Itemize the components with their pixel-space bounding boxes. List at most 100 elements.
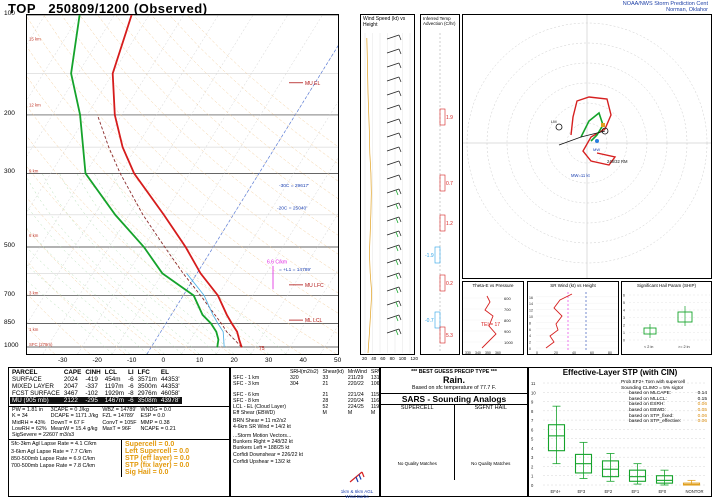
parcel-table: PARCEL CAPE CINH LCL LI LFC EL SURFACE 20… [10, 369, 182, 404]
dewpoint-point [210, 322, 212, 325]
hgz-top-label: -30C = 29617' [279, 183, 309, 189]
stp-prob-row: based on MLCAPE: 0.14 [621, 391, 707, 397]
moist-adiabat [0, 255, 113, 355]
table-cell: 21 [322, 392, 329, 398]
sr-wind-4-6km: 4-6km SR Wind = 14/2 kt [233, 424, 291, 431]
lapse-label: 6.6 C/km [267, 259, 287, 265]
stp-prob-line2: Sounding CLIMO = 5% sigtor [621, 385, 684, 391]
storm-motion-marker [601, 127, 609, 135]
parcel-header-row: PARCEL CAPE CINH LCL LI LFC EL [10, 369, 182, 376]
parcel-header: CAPE [63, 369, 82, 376]
wind-barb-flag [395, 329, 399, 336]
wind-barb [386, 160, 400, 166]
hodo-trace-upper [570, 96, 617, 166]
mu-lfc-label: MU LFC [305, 283, 324, 289]
wind-barb-flag [398, 160, 402, 167]
table-cell: SFC - 6 km [233, 392, 260, 398]
wind-barb [386, 174, 400, 180]
table-cell: 220/22 [347, 381, 364, 387]
stp-eff-value: STP (eff layer) = 0.0 [125, 455, 190, 463]
stp-prob-label: based on ESRH: [629, 402, 665, 408]
temperature-point [231, 322, 233, 325]
storm-motion-header: ...Storm Motion Vectors... [233, 432, 292, 439]
srw-tick-y: 4 [529, 334, 531, 338]
wind-barb [386, 258, 400, 264]
table-row: Eff Shear (EBWD) M M M [231, 410, 389, 416]
dry-adiabat [0, 130, 231, 355]
kin-header: SRH(m2/s2) [289, 369, 319, 375]
table-row: SFC - 8 km 28 220/24 116/16 [231, 398, 389, 404]
table-cell: K = 34 [12, 413, 28, 420]
table-row: SFC - 6 km 21 221/24 115/15 [231, 392, 389, 398]
temperature-point [226, 314, 228, 316]
adv-bar [439, 214, 446, 232]
advection-title: Inferred Temp Advection (C/hr) [423, 16, 456, 26]
dry-adiabat [7, 14, 372, 355]
adv-bar [439, 108, 446, 126]
stp-prob-value: 0.05 [697, 407, 707, 413]
table-cell: SigSevere = 22607 m3/s3 [12, 432, 75, 439]
pressure-tick: 850 [4, 318, 15, 326]
table-cell: 44353' [160, 383, 180, 390]
wind-barb [386, 286, 400, 292]
wind-barb-flag [395, 217, 399, 224]
ship-tick: 6 [623, 294, 625, 298]
ship-svg: 0 1 2 3 4 5 6 < 2 in >= 2 in [623, 294, 710, 349]
table-cell: FCST SURFACE [12, 390, 60, 397]
temperature-point [241, 346, 243, 348]
wind-barb-flag [395, 273, 399, 280]
theta-tick-x: 360 [495, 351, 501, 354]
srw-tick-y: 0 [529, 347, 531, 351]
wind-barb [386, 314, 400, 320]
ship-tick: 3 [623, 316, 625, 320]
parcel-row-surface: SURFACE 2024 -419 454m -6 3571m 44353' [10, 376, 182, 383]
table-cell: 1197m [104, 383, 124, 390]
sars-title: SARS - Sounding Analogs [401, 394, 507, 404]
rm-label: 248/32 RM [607, 159, 628, 164]
stp-tick: 5 [531, 437, 534, 442]
org-credit: NOAA/NWS Storm Prediction Cent Norman, O… [623, 1, 708, 13]
ship-tick: 5 [623, 301, 625, 305]
pressure-tick: 700 [4, 290, 15, 298]
precip-basis: Based on sfc temperature of 77.7 F. [412, 385, 496, 391]
srw-tick-y: 16 [529, 296, 533, 300]
table-cell: -6 [128, 383, 134, 390]
wind-barb [386, 244, 400, 250]
isotherm-line [216, 14, 427, 355]
moist-adiabat [24, 173, 200, 355]
time-label: 250809/1200 [48, 1, 130, 16]
table-cell: FZL = 14789' [102, 413, 134, 420]
wind-barb [386, 202, 400, 208]
stp-prob-box: Prob EF2+ Torn with supercell Sounding C… [621, 380, 707, 425]
stp-prob-label: based on STP_effective: [629, 419, 682, 425]
isotherm-line [0, 14, 115, 200]
mw-marker-label: MW [593, 147, 600, 152]
wind-barb-flag [398, 272, 402, 279]
stp-box [655, 475, 674, 484]
dewpoint-point [114, 214, 116, 216]
wind-barb-flag [398, 286, 402, 293]
temperature-point [112, 72, 114, 75]
adv-bar [439, 326, 446, 344]
parcel-trace [96, 114, 242, 348]
theta-e-svg: 600 700 800 900 1000 TEI = 17 330 340 350 360 [463, 295, 514, 354]
table-cell: -102 [85, 390, 98, 397]
stp-prob-row: based on STP_effective: 0.06 [621, 419, 707, 425]
adv-value: -0.7 [425, 318, 434, 324]
table-cell: M [370, 410, 376, 416]
wind-barb [386, 300, 400, 306]
indices-table: PW = 1.81 in 3CAPE = 0 J/kg WBZ = 14789' WN… [10, 407, 178, 438]
stp-prob-value: 0.06 [697, 402, 707, 408]
corfidi-downshear: Corfidi Downshear = 226/22 kt [233, 452, 303, 459]
adv-value: 0.2 [446, 281, 453, 287]
left-supercell-value: Left Supercell = 0.0 [125, 448, 189, 456]
wind-barb-flag [398, 146, 402, 153]
dry-adiabat [0, 97, 267, 355]
dry-adiabat [169, 14, 689, 355]
table-row: SFC - 1 km 320 33 211/29 131/20 [231, 375, 389, 381]
org-line1: NOAA/NWS Storm Prediction Cent [622, 1, 708, 7]
stp-title: Effective-Layer STP (with CIN) [562, 368, 678, 377]
isotherm-line [42, 14, 254, 355]
dry-adiabat [0, 196, 161, 355]
stp-tick: 1 [531, 474, 534, 479]
